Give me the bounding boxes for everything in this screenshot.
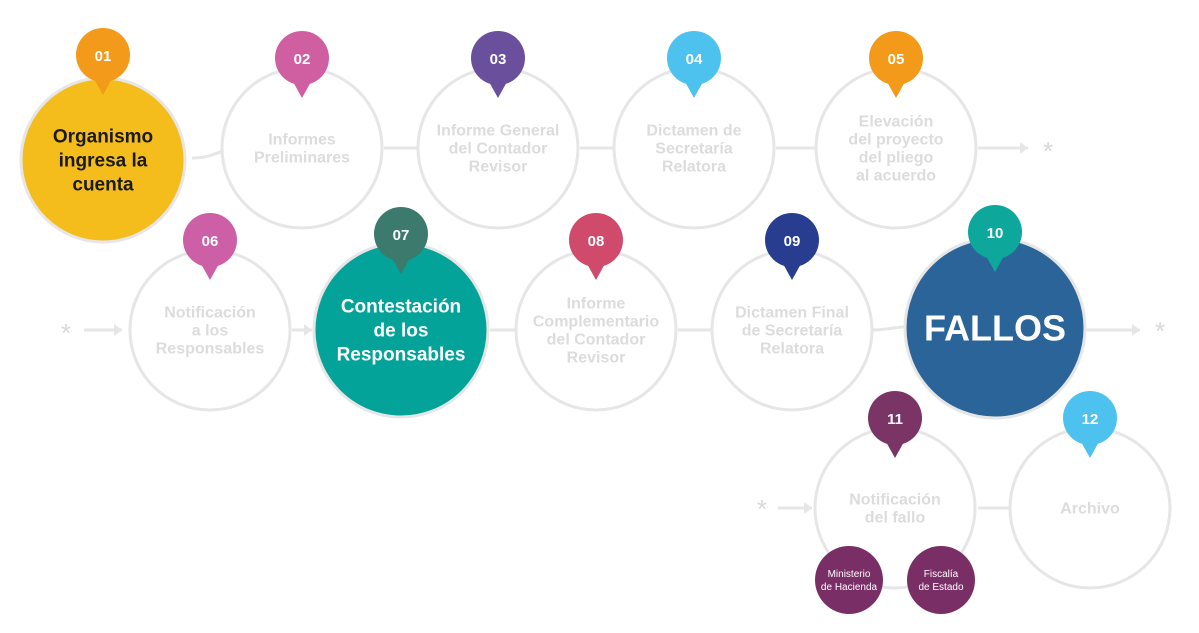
sub-badge-label: de Hacienda [821,582,878,593]
step-12: Archivo 12 [1008,391,1172,590]
step-number-badge [667,31,721,85]
arrow-in-11-head [804,502,812,514]
step-number: 01 [95,48,112,65]
step-label-line: Informes [268,132,336,149]
step-label-line: del Contador [547,332,646,349]
step-label-line: Preliminares [254,150,350,167]
step-label-line: Contestación [341,297,461,318]
continuation-marker: * [61,318,71,348]
step-label-line: ingresa la [59,151,148,172]
step-number-badge [183,213,237,267]
step-label-line: del Contador [449,141,548,158]
step-label-line: Responsables [156,341,265,358]
step-label-line: de los [374,321,429,342]
step-number-badge [275,31,329,85]
step-label-line: Relatora [662,159,726,176]
step-number-badge [471,31,525,85]
sub-badges: Ministerio de Hacienda Fiscalía de Estado [815,546,975,614]
sub-badge: Ministerio de Hacienda [815,546,883,614]
sub-badge-label: Fiscalía [924,569,959,580]
step-number: 06 [202,233,219,250]
step-number-badge [76,28,130,82]
step-number-badge [869,31,923,85]
step-label-line: Informe [567,296,626,313]
arrow-in-06-head [114,324,122,336]
step-label-line: cuenta [72,175,134,196]
step-label-line: Revisor [567,350,626,367]
step-number: 11 [887,411,903,428]
step-number: 04 [686,51,703,68]
step-07: Contestación de los Responsables 07 [312,207,490,419]
sub-badge-circle [907,546,975,614]
step-label-line: a los [192,323,229,340]
step-label-line: Responsables [337,345,466,366]
step-label-line: Notificación [164,305,256,322]
step-label-line: FALLOS [924,308,1066,349]
step-number-badge [1063,391,1117,445]
step-label-line: del proyecto [848,132,943,149]
step-number: 05 [888,51,905,68]
step-label-line: Notificación [849,492,941,509]
step-number: 02 [294,51,311,68]
step-label-line: al acuerdo [856,168,936,185]
step-label-line: Secretaría [655,141,732,158]
continuation-marker: * [757,494,767,524]
step-10: FALLOS 10 [903,205,1087,420]
arrow-10-out-head [1132,324,1140,336]
step-number-badge [374,207,428,261]
sub-badge-label: de Estado [918,582,963,593]
step-number: 08 [588,233,605,250]
step-number: 07 [393,227,410,244]
step-number-badge [868,391,922,445]
sub-badge: Fiscalía de Estado [907,546,975,614]
step-label-line: de Secretaría [742,323,843,340]
step-label-line: Archivo [1060,501,1120,518]
step-label-line: Dictamen Final [735,305,849,322]
step-label-line: del pliego [859,150,934,167]
continuation-marker: * [1155,316,1165,346]
step-number-badge [968,205,1022,259]
step-label-line: Revisor [469,159,528,176]
step-nodes: Organismo ingresa la cuenta 01 InformesPreli… [19,28,1172,590]
continuation-marker: * [1043,136,1053,166]
step-label-line: Organismo [53,127,153,148]
arrow-05-out-head [1020,142,1028,154]
step-label-line: Informe General [437,123,560,140]
step-label-line: Relatora [760,341,824,358]
sub-badge-circle [815,546,883,614]
step-number: 03 [490,51,507,68]
step-number: 10 [987,225,1004,242]
step-number: 09 [784,233,801,250]
step-number: 12 [1082,411,1099,428]
step-label-line: Complementario [533,314,659,331]
step-label-line: Dictamen de [646,123,741,140]
step-number-badge [569,213,623,267]
step-01: Organismo ingresa la cuenta 01 [19,28,187,244]
sub-badge-label: Ministerio [828,569,871,580]
step-number-badge [765,213,819,267]
step-label-line: Elevación [859,114,934,131]
arrow-06-07-head [304,324,312,336]
step-label-line: del fallo [865,510,926,527]
